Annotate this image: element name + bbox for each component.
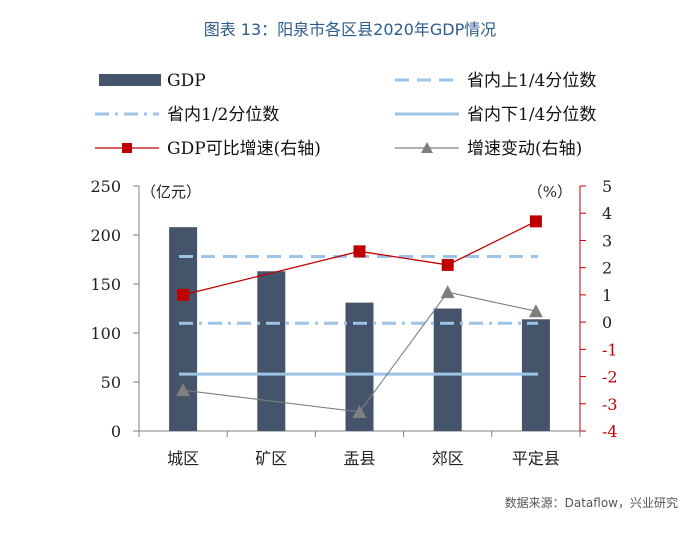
tick-label-left: 150: [90, 275, 121, 294]
change-point: [528, 304, 543, 318]
growth-point: [177, 288, 190, 301]
change-point: [440, 285, 455, 299]
category-label: 郊区: [432, 449, 464, 468]
growth-point: [529, 215, 542, 228]
tick-label-right: -3: [602, 395, 618, 414]
series-lines: [176, 215, 543, 418]
growth-point: [353, 245, 366, 258]
legend-label: 增速变动(右轴): [467, 139, 582, 159]
legend-marker-square: [122, 143, 132, 153]
gdp-bar: [169, 227, 198, 431]
tick-label-left: 250: [90, 177, 121, 196]
series-line: [183, 291, 537, 413]
tick-label-right: -2: [602, 368, 618, 387]
bars: [169, 227, 550, 431]
category-label: 盂县: [343, 449, 375, 468]
legend-item: 省内1/2分位数: [95, 105, 279, 125]
legend-label: 省内1/2分位数: [167, 105, 279, 125]
tick-label-right: 3: [602, 231, 612, 250]
legend-label: 省内上1/4分位数: [467, 71, 596, 91]
tick-label-right: -4: [602, 422, 618, 441]
category-label: 城区: [167, 449, 199, 468]
source-note: 数据来源：Dataflow，兴业研究: [504, 496, 678, 510]
legend-item: GDP可比增速(右轴): [95, 139, 321, 159]
tick-label-left: 100: [90, 324, 121, 343]
tick-label-left: 50: [101, 373, 121, 392]
legend-item: 省内下1/4分位数: [395, 105, 596, 125]
tick-label-right: 4: [602, 204, 612, 223]
tick-label-right: 1: [602, 286, 612, 305]
gdp-bar: [433, 308, 462, 431]
legend-item: 增速变动(右轴): [395, 139, 582, 159]
tick-label-right: 2: [602, 259, 612, 278]
axes: 0 50 100 150 200 250 -4 -3 -2 -1 0 1 2 3 4 5 城区 矿区 盂县 郊区 平定县…: [90, 177, 617, 468]
gdp-bar: [257, 271, 286, 431]
category-label: 矿区: [255, 449, 287, 468]
legend-item: GDP: [99, 71, 206, 91]
tick-label-right: 0: [602, 313, 612, 332]
category-label: 平定县: [512, 449, 560, 468]
tick-label-right: -1: [602, 340, 618, 359]
tick-label-left: 0: [111, 422, 121, 441]
legend-marker-triangle: [421, 142, 433, 153]
tick-label-left: 200: [90, 226, 121, 245]
tick-label-right: 5: [602, 177, 612, 196]
growth-point: [441, 258, 454, 271]
right-axis-unit: （%）: [528, 183, 572, 201]
legend-label: GDP可比增速(右轴): [167, 139, 321, 159]
legend-swatch-bar: [99, 74, 161, 86]
legend-item: 省内上1/4分位数: [395, 71, 596, 91]
series-line: [182, 220, 537, 296]
change-point: [352, 404, 367, 418]
legend-label: 省内下1/4分位数: [467, 105, 596, 125]
chart-title: 图表 13：阳泉市各区县2020年GDP情况: [203, 20, 497, 39]
legend-label: GDP: [167, 71, 206, 91]
change-point: [176, 383, 191, 397]
left-axis-unit: （亿元）: [141, 183, 201, 201]
